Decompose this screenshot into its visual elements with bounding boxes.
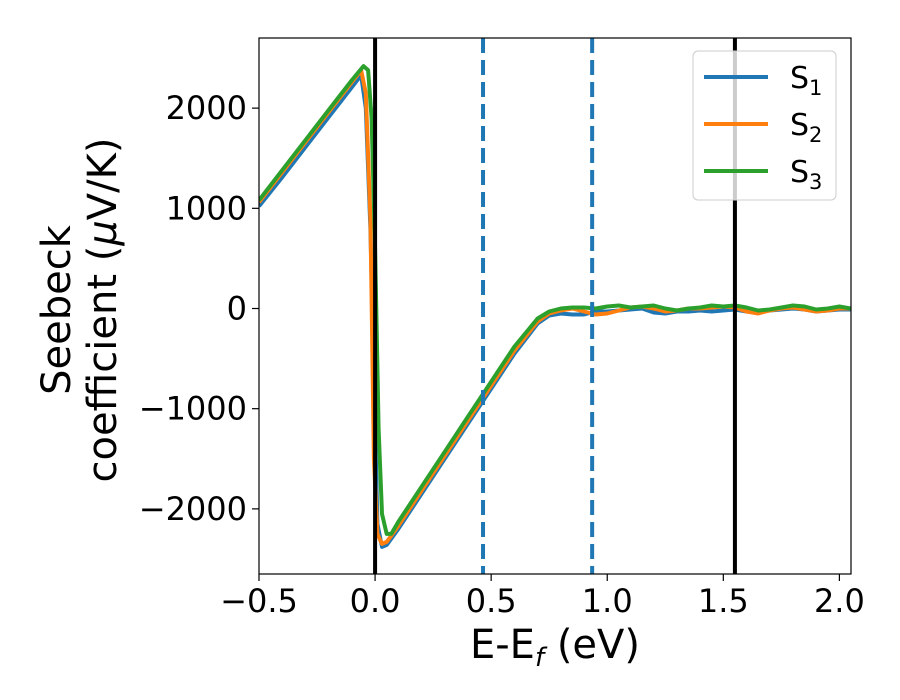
y-tick-label: 1000 — [166, 189, 247, 227]
y-tick-label: −2000 — [139, 490, 247, 528]
x-tick-label: −0.5 — [220, 582, 298, 620]
legend-label-s1: S1 — [790, 61, 822, 100]
legend-label-s2: S2 — [790, 108, 822, 147]
y-tick-label: −1000 — [139, 390, 247, 428]
y-axis-label-mu: μ — [80, 220, 126, 246]
y-tick-label: 2000 — [166, 89, 247, 127]
plot-frame — [258, 37, 852, 575]
legend-label-s3: S3 — [790, 155, 822, 194]
axes: −0.5 0.0 0.5 1.0 1.5 2.0 −2000 −1000 0 1000 2000 — [139, 37, 865, 620]
x-tick-label: 2.0 — [814, 582, 865, 620]
x-tick-label: 1.0 — [582, 582, 633, 620]
x-tick-label: 1.5 — [698, 582, 749, 620]
legend: S1 S2 S3 — [692, 50, 837, 201]
y-axis-label-suffix: V/K) — [80, 138, 126, 221]
x-axis-label-main: E-E — [470, 622, 535, 668]
y-tick-label: 0 — [227, 290, 247, 328]
y-axis-label: Seebeck coefficient (μV/K) — [34, 138, 126, 483]
y-axis-label-line1: Seebeck — [34, 224, 80, 395]
x-axis-label-suffix: (eV) — [544, 622, 640, 668]
x-tick-label: 0.0 — [350, 582, 401, 620]
x-tick-label: 0.5 — [466, 582, 517, 620]
y-axis-label-prefix: coefficient ( — [80, 246, 126, 483]
plot-area — [259, 38, 851, 574]
y-axis-label-line2: coefficient (μV/K) — [80, 138, 126, 483]
plot-content — [259, 38, 851, 574]
x-axis-label: E-Ef (eV) — [470, 622, 640, 673]
